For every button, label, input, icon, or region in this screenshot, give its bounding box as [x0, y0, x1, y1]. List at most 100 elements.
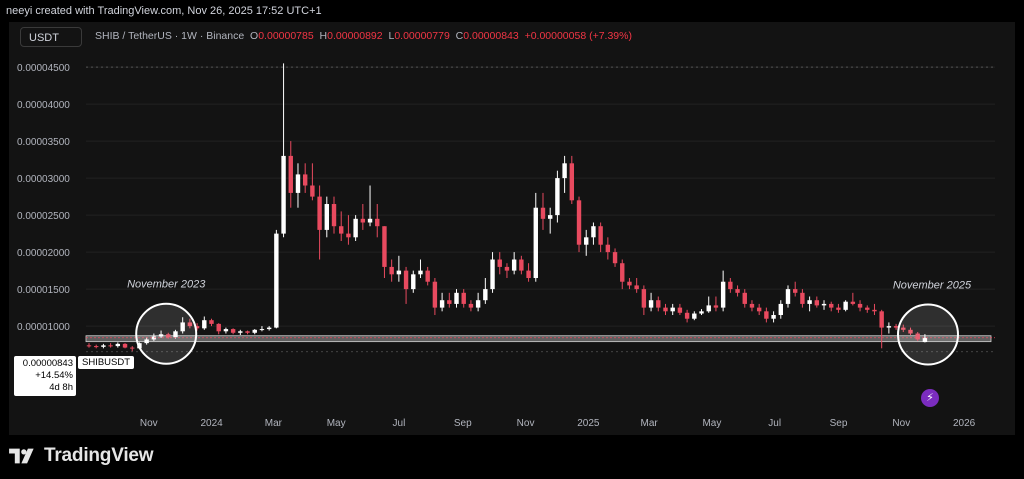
- candle: [151, 333, 157, 341]
- candle: [317, 185, 322, 260]
- candle: [728, 278, 733, 293]
- candle-body: [367, 218, 373, 223]
- candle: [483, 278, 488, 304]
- candle-body: [504, 266, 510, 271]
- candle-body: [439, 300, 445, 308]
- candle: [901, 324, 906, 333]
- candle: [562, 155, 567, 193]
- candle: [713, 296, 719, 312]
- candle-body: [540, 207, 546, 219]
- candle: [230, 328, 236, 335]
- candle-body: [829, 303, 834, 308]
- lightning-icon[interactable]: ⚡: [921, 389, 939, 407]
- price-label: 0.00000843 +14.54% 4d 8h: [14, 356, 76, 396]
- candle-body: [187, 322, 193, 327]
- candle: [144, 337, 149, 345]
- candle: [130, 346, 135, 352]
- candle: [339, 211, 344, 242]
- candle: [857, 300, 863, 312]
- candle: [533, 192, 538, 282]
- candle: [656, 296, 661, 312]
- candle-body: [418, 270, 423, 275]
- candle: [223, 327, 229, 334]
- candle-body: [411, 274, 416, 290]
- x-tick-label: May: [702, 418, 721, 429]
- candle: [829, 301, 834, 312]
- candle-body: [901, 327, 906, 330]
- x-tick-label: May: [327, 418, 346, 429]
- candle-body: [490, 259, 495, 290]
- candle-body: [432, 281, 438, 308]
- credit-text: neeyi created with TradingView.com, Nov …: [6, 5, 322, 17]
- candle: [663, 303, 668, 316]
- candle: [173, 329, 178, 339]
- annotation-circle-nov-2023: [135, 302, 198, 365]
- candle: [454, 289, 459, 308]
- candle: [922, 334, 928, 343]
- candle: [821, 300, 827, 310]
- high-value: 0.00000892: [327, 30, 383, 42]
- candle: [216, 323, 221, 335]
- y-tick-label: 0.00002000: [17, 248, 70, 259]
- annotation-label-nov-2023: November 2023: [127, 279, 206, 291]
- candle-body: [475, 300, 481, 308]
- brand[interactable]: TradingView: [8, 445, 154, 467]
- x-tick-label: Nov: [892, 418, 910, 429]
- candle: [497, 252, 502, 275]
- candle-body: [202, 320, 207, 329]
- candle-body: [194, 326, 200, 329]
- candle-body: [216, 323, 221, 332]
- candle-body: [360, 218, 366, 223]
- candle: [742, 289, 747, 308]
- price-label-countdown: 4d 8h: [49, 382, 73, 393]
- candle-body: [353, 218, 358, 238]
- candle: [699, 309, 704, 316]
- candle: [447, 292, 452, 308]
- y-tick-label: 0.00003500: [17, 137, 70, 148]
- candle-body: [641, 289, 647, 308]
- tradingview-logo-icon: [9, 448, 34, 464]
- candle-body: [425, 270, 430, 282]
- candle: [850, 292, 856, 306]
- candle: [648, 292, 654, 312]
- x-tick-label: 2025: [577, 418, 600, 429]
- candle: [627, 278, 632, 290]
- x-tick-label: Jul: [768, 418, 781, 429]
- candle: [605, 237, 611, 260]
- candle-body: [468, 303, 474, 308]
- candle: [800, 289, 805, 308]
- candle-body: [547, 215, 553, 219]
- candle: [634, 278, 639, 293]
- candle: [598, 222, 603, 253]
- candle-body: [670, 307, 675, 312]
- candle-body: [230, 329, 236, 333]
- candle: [346, 215, 351, 245]
- candle: [865, 305, 870, 313]
- x-tick-label: Nov: [140, 418, 158, 429]
- candle-body: [821, 303, 827, 306]
- candle-body: [403, 270, 409, 290]
- candle: [403, 266, 409, 304]
- candle-body: [569, 163, 575, 201]
- candle-body: [857, 303, 863, 308]
- candle-body: [266, 327, 272, 330]
- candle-body: [562, 163, 567, 179]
- currency-button[interactable]: USDT: [20, 27, 82, 47]
- candlestick-chart[interactable]: 0.00001000 0.00001500 0.00002000 0.00002500…: [9, 22, 1015, 435]
- open-label: O: [250, 30, 259, 42]
- candle: [692, 311, 697, 321]
- candle-body: [735, 289, 740, 293]
- candle: [288, 141, 293, 208]
- candle-body: [382, 226, 387, 267]
- candle-body: [764, 311, 769, 319]
- candle-body: [94, 346, 99, 348]
- x-tick-label: Mar: [265, 418, 283, 429]
- low-label: L: [388, 30, 395, 42]
- candle: [166, 332, 171, 339]
- candle: [281, 63, 286, 238]
- price-label-price: 0.00000843: [22, 358, 73, 369]
- candle: [764, 307, 769, 323]
- candle: [785, 285, 791, 308]
- candle-body: [836, 307, 841, 310]
- candle-body: [447, 300, 452, 304]
